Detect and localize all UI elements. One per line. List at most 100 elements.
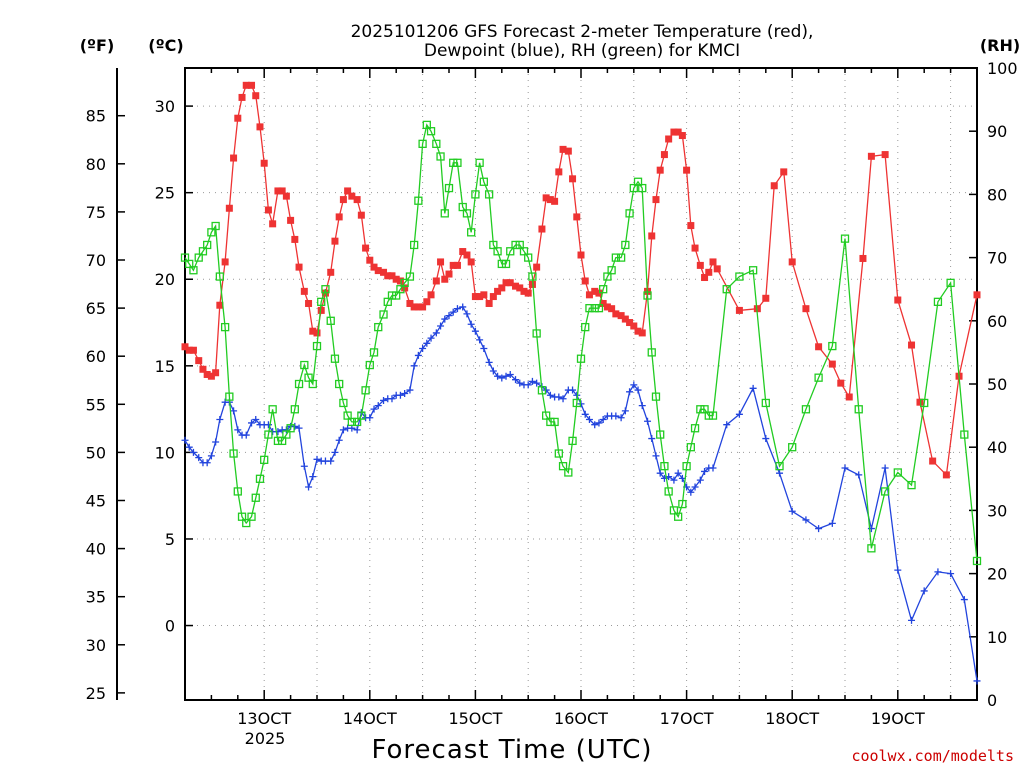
temperature-point [317,306,325,314]
rh-point [180,253,190,262]
rh-point [638,183,647,193]
dewpoint-point [585,415,593,423]
dewpoint-point [723,421,731,429]
temperature-point [638,329,646,337]
temperature-point [595,289,603,297]
rh-point [647,348,656,357]
temperature-point [845,393,853,401]
fahrenheit-axis-unit: (ºF) [80,36,115,55]
temperature-point [471,293,479,301]
rh-point [282,430,291,439]
temperature-point [252,92,260,100]
x-tick-label: 14OCT [343,709,397,728]
temperature-point [327,268,335,276]
rh-point [410,240,419,250]
rh-point [220,322,230,332]
dewpoint-point [947,570,955,578]
rh-point [629,183,638,193]
temperature-point [908,341,916,349]
rh-point [501,259,511,269]
dewpoint-point [559,395,567,403]
rh-point [775,462,784,471]
temperature-point [837,379,845,387]
dewpoint-point [498,374,506,382]
rh-point [506,247,515,256]
temperature-point [423,298,431,306]
temperature-point [242,81,250,89]
dewpoint-point [621,407,629,415]
temperature-point [207,372,215,380]
fahrenheit-tick-label: 80 [86,155,106,174]
rh-point [330,354,340,363]
dewpoint-point [212,438,220,446]
rh-point [347,417,356,427]
dewpoint-point [599,415,607,423]
dewpoint-point [762,435,770,443]
rh-point [268,405,277,414]
rh-point [519,247,529,256]
temperature-point [441,275,449,283]
dewpoint-point [485,358,493,366]
celsius-tick-label: 30 [155,97,175,116]
temperature-point [414,303,422,311]
rh-point [748,266,758,275]
temperature-point [291,235,299,243]
temperature-point [881,151,889,159]
dewpoint-point [313,455,321,463]
dewpoint-point [644,417,652,425]
fahrenheit-tick-label: 85 [86,107,106,126]
rh-point [761,398,770,408]
plot-frame [184,67,978,701]
temperature-point [621,315,629,323]
celsius-tick-label: 15 [155,357,175,376]
rh-point [237,512,247,521]
dewpoint-point [595,419,603,427]
rh-point [669,506,679,515]
dewpoint-point [331,448,339,456]
dewpoint-point [216,415,224,423]
dewpoint-point [735,410,743,418]
fahrenheit-tick-label: 60 [86,347,106,366]
dewpoint-point [648,435,656,443]
temperature-point [344,187,352,195]
rh-point [788,443,797,452]
temperature-point [713,265,721,273]
rh-point [532,329,541,338]
rh-tick-label: 30 [987,501,1007,520]
temperature-point [683,166,691,174]
dewpoint-point [437,322,445,330]
temperature-point [274,187,282,195]
dewpoint-point [634,386,642,394]
dewpoint-point [353,426,361,434]
rh-point [418,139,427,148]
rh-point [660,462,669,471]
rh-point [801,405,811,414]
rh-point [278,436,287,446]
temperature-point [701,274,709,282]
rh-point [489,240,498,250]
temperature-point [264,206,272,214]
rh-point [233,487,242,496]
temperature-point [225,204,233,212]
dewpoint-point [459,303,467,311]
temperature-point [506,279,514,287]
dewpoint-point [815,525,823,533]
temperature-point [546,196,554,204]
rh-point [229,449,238,458]
temperature-point [485,299,493,307]
temperature-point [585,291,593,299]
rh-point [405,272,415,281]
x-tick-label: 13OCT [237,709,291,728]
temperature-point [828,360,836,368]
dewpoint-point [291,422,299,430]
dewpoint-point [489,367,497,375]
temperature-point [374,267,382,275]
rh-point [194,253,203,262]
dewpoint-point [516,379,524,387]
dewpoint-point [506,370,514,378]
rh-tick-label: 90 [987,122,1007,141]
rh-point [251,493,260,502]
dewpoint-point [248,419,256,427]
temperature-point [564,147,572,155]
rh-series [180,120,982,566]
